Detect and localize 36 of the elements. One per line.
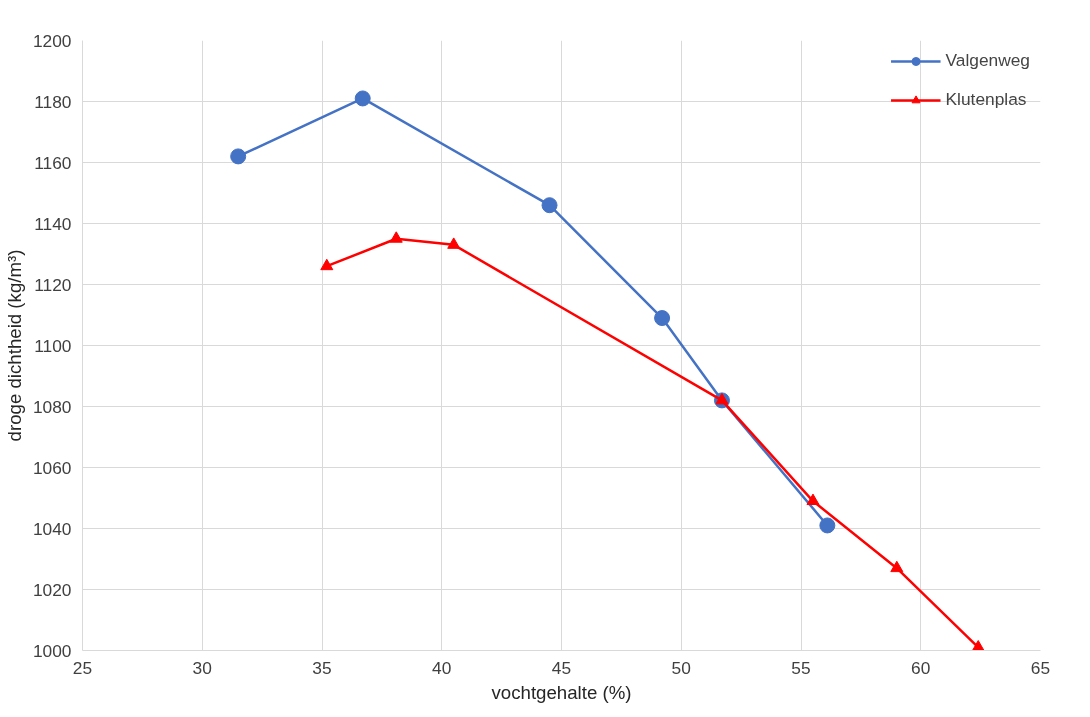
y-tick-label: 1100 bbox=[34, 335, 72, 356]
y-tick-label: 1080 bbox=[32, 396, 72, 417]
x-tick-label: 45 bbox=[551, 657, 572, 678]
point bbox=[320, 258, 334, 271]
x-tick-label: 25 bbox=[72, 657, 93, 678]
legend-label: Valgenweg bbox=[945, 50, 1030, 71]
y-tick-label: 1020 bbox=[32, 579, 72, 600]
x-tick-label: 35 bbox=[312, 657, 332, 678]
point bbox=[230, 148, 247, 165]
point bbox=[654, 310, 671, 327]
point bbox=[819, 517, 836, 534]
y-tick-label: 1200 bbox=[32, 30, 72, 51]
y-tick-label: 1180 bbox=[34, 91, 72, 112]
x-tick-label: 50 bbox=[671, 657, 691, 678]
y-tick-label: 1040 bbox=[32, 518, 72, 539]
x-tick-label: 40 bbox=[432, 657, 452, 678]
point bbox=[541, 197, 558, 214]
y-tick-label: 1160 bbox=[34, 152, 72, 173]
point bbox=[806, 493, 820, 506]
point bbox=[389, 231, 403, 243]
point bbox=[715, 392, 729, 405]
point bbox=[971, 640, 985, 651]
x-axis-title: vochtgehalte (%) bbox=[491, 681, 632, 703]
point bbox=[447, 237, 461, 249]
point bbox=[890, 560, 904, 573]
y-tick-label: 1000 bbox=[32, 640, 72, 661]
x-tick-label: 55 bbox=[791, 657, 811, 678]
y-axis-title: droge dichtheid (kg/m³) bbox=[3, 249, 25, 442]
point bbox=[354, 90, 371, 107]
y-tick-label: 1140 bbox=[34, 213, 72, 234]
legend-label: Klutenplas bbox=[945, 89, 1027, 110]
y-tick-label: 1120 bbox=[34, 274, 72, 295]
x-tick-label: 60 bbox=[911, 657, 931, 678]
x-tick-label: 30 bbox=[192, 657, 212, 678]
x-tick-label: 65 bbox=[1030, 657, 1051, 678]
y-tick-label: 1060 bbox=[32, 457, 72, 478]
